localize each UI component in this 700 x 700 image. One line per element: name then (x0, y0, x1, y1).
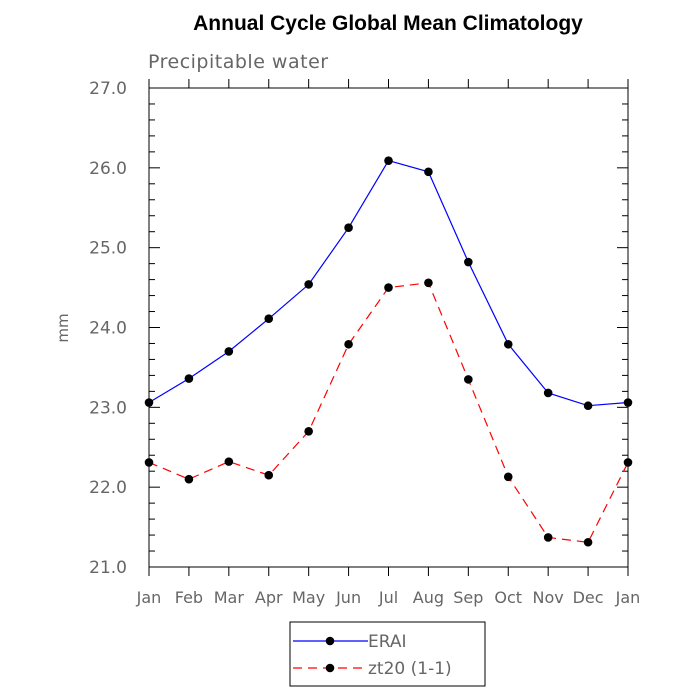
chart-title: Annual Cycle Global Mean Climatology (193, 12, 583, 35)
y-tick-label: 25.0 (89, 239, 127, 259)
x-tick-label: Jun (335, 588, 361, 607)
series-0-point (264, 314, 274, 324)
x-tick-label: Mar (214, 588, 245, 607)
x-tick-label: Oct (494, 588, 522, 607)
y-axis-label: mm (54, 313, 72, 342)
series-0-point (503, 339, 513, 349)
series-layer (144, 156, 633, 547)
y-tick-labels: 21.0 22.0 23.0 24.0 25.0 26.0 27.0 (89, 79, 127, 578)
series-0-point (304, 280, 313, 289)
series-1-point (304, 426, 313, 436)
x-tick-labels: Jan Feb Mar Apr May Jun Jul Aug Sep Oct Nov Dec Jan (136, 588, 641, 607)
y-tick-label: 23.0 (89, 398, 127, 418)
series-0-point (543, 388, 553, 398)
series-1-point (264, 470, 274, 480)
series-0-point (224, 347, 234, 356)
series-1-point (144, 458, 154, 467)
series-0-point (464, 257, 473, 267)
series-1-point (464, 375, 473, 384)
series-1-point (543, 533, 553, 542)
series-1-point (623, 458, 633, 467)
x-tick-label: Jan (136, 588, 162, 607)
x-tick-label: Feb (175, 588, 203, 607)
x-tick-label: Jan (615, 588, 641, 607)
series-1-point (224, 457, 234, 466)
chart-subtitle: Precipitable water (148, 51, 329, 73)
series-1-point (583, 537, 593, 547)
x-tick-label: Dec (573, 588, 604, 607)
legend-box (289, 621, 486, 687)
y-tick-label: 21.0 (89, 558, 127, 578)
series-line-1 (148, 282, 629, 543)
series-line-0 (148, 159, 629, 407)
series-0-point (424, 167, 433, 177)
series-0-point (623, 398, 633, 407)
series-1-point (384, 283, 393, 292)
legend-marker-1 (325, 663, 335, 673)
series-0-point (144, 398, 154, 407)
y-tick-label: 24.0 (89, 319, 127, 339)
x-tick-label: Apr (255, 588, 283, 607)
legend: ERAI zt20 (1-1) (289, 621, 486, 687)
y-tick-label: 27.0 (89, 79, 127, 99)
series-1-point (344, 339, 353, 349)
legend-label-0: ERAI (368, 632, 407, 652)
axis-ticks (148, 79, 629, 576)
series-0-point (184, 374, 194, 383)
legend-label-1: zt20 (1-1) (368, 659, 452, 679)
x-tick-label: May (292, 588, 325, 607)
series-1-point (184, 474, 194, 484)
y-tick-label: 26.0 (89, 159, 127, 179)
y-tick-label: 22.0 (89, 478, 127, 498)
x-tick-label: Aug (413, 588, 444, 607)
x-tick-label: Nov (533, 588, 564, 607)
legend-marker-0 (325, 636, 335, 646)
x-tick-label: Sep (453, 588, 483, 607)
legend-items: ERAI zt20 (1-1) (293, 632, 452, 679)
x-tick-label: Jul (378, 588, 398, 607)
series-1-point (503, 472, 513, 482)
series-0-point (344, 223, 353, 233)
series-1-point (424, 278, 433, 288)
series-0-point (384, 156, 393, 165)
series-0-point (583, 401, 593, 411)
